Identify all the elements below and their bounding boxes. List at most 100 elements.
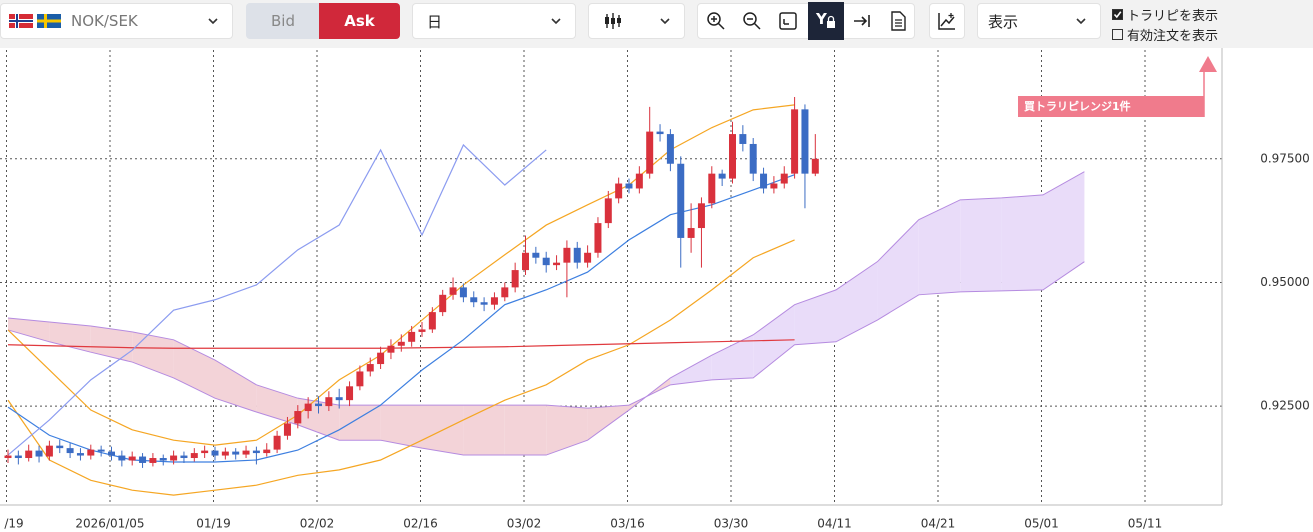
candle-body <box>739 134 747 144</box>
candle-body <box>149 458 157 463</box>
candle-body <box>697 203 705 229</box>
candle-body <box>190 453 198 459</box>
candle-body <box>542 257 550 266</box>
ask-button[interactable]: Ask <box>319 3 400 39</box>
indicator-button[interactable] <box>929 3 965 39</box>
cloud-segment <box>380 405 422 449</box>
cloud-segment <box>794 289 836 345</box>
candle-body <box>159 458 167 461</box>
x-tick-label: /19 <box>4 517 23 531</box>
candle-body <box>408 331 416 342</box>
candle-body <box>87 449 95 456</box>
candle-body <box>4 455 12 459</box>
x-tick-label: 03/02 <box>507 517 542 531</box>
cloud-segment <box>339 405 381 441</box>
checkbox-label: 有効注文を表示 <box>1127 29 1219 44</box>
candle-body <box>594 223 602 253</box>
candle-body <box>470 297 478 303</box>
indicator-line <box>7 143 547 456</box>
candle-body <box>263 449 271 454</box>
plot-area <box>0 50 1222 505</box>
candle-body <box>366 364 374 372</box>
chevron <box>660 18 670 25</box>
period-select[interactable]: 日 <box>412 3 576 39</box>
candle-body <box>801 109 809 174</box>
annotation-text: 買トラリピレンジ1件 <box>1024 99 1131 113</box>
x-tick-label: 05/11 <box>1128 517 1163 531</box>
candle-body <box>677 163 685 238</box>
x-tick-label: 01/19 <box>196 517 231 531</box>
candle-body <box>449 287 457 295</box>
zoom-out[interactable] <box>734 3 770 39</box>
cloud-segment <box>877 219 919 321</box>
chevron <box>208 18 218 25</box>
cloud-segment <box>711 334 754 380</box>
document[interactable] <box>880 3 916 39</box>
candle-body <box>625 183 633 189</box>
cloud-segment <box>215 360 257 413</box>
checkbox[interactable]: トラリピを表示 <box>1112 5 1218 24</box>
candle-body <box>780 173 788 184</box>
checkbox-box <box>1112 9 1123 20</box>
candle-body <box>615 183 623 199</box>
display-text: 表示 <box>988 12 1019 31</box>
bid-button[interactable]: Bid <box>246 3 320 39</box>
chevron <box>551 18 561 25</box>
candle-body <box>128 456 136 461</box>
candle-body <box>522 252 529 271</box>
candle-body <box>553 262 561 266</box>
cloud-segment <box>132 331 174 378</box>
candle-body <box>573 247 581 263</box>
cloud-segment <box>753 304 795 378</box>
candle-body <box>232 451 240 455</box>
candle-body <box>211 450 219 456</box>
checkbox[interactable]: 有効注文を表示 <box>1112 25 1218 44</box>
candle-body <box>242 450 250 455</box>
candle-body <box>139 456 147 463</box>
candle-body <box>532 252 540 258</box>
candle-body <box>666 134 674 164</box>
candle-body <box>283 423 291 436</box>
fit[interactable] <box>770 3 806 39</box>
cloud-segment <box>587 405 629 441</box>
cloud-segment <box>1043 171 1085 290</box>
period-text: 日 <box>427 12 443 31</box>
candle-body <box>708 173 716 204</box>
display-select[interactable]: 表示 <box>977 3 1101 39</box>
candle-body <box>304 403 312 412</box>
annotation-arrow <box>1199 56 1217 72</box>
y-lock[interactable]: Y <box>808 2 844 40</box>
symbol-select[interactable]: NOK/SEK <box>0 3 233 39</box>
x-tick-label: 02/16 <box>403 517 438 531</box>
x-tick-label: 03/30 <box>714 517 749 531</box>
cloud-line <box>7 171 1085 456</box>
candle-body <box>170 455 178 461</box>
candle-body <box>66 448 74 454</box>
candle-body <box>346 386 354 401</box>
cloud-segment <box>670 355 712 385</box>
candle-body <box>273 435 281 450</box>
candle-body <box>490 297 498 305</box>
candle-body <box>56 445 64 449</box>
scroll-latest[interactable] <box>844 3 880 39</box>
cloud-line <box>7 261 1085 409</box>
indicator-line <box>7 104 795 446</box>
candle-body <box>315 403 322 407</box>
candle-body <box>584 252 592 263</box>
candle-body <box>45 445 53 457</box>
zoom-in[interactable] <box>698 3 734 39</box>
chart-type-select[interactable] <box>588 3 685 39</box>
candle-body <box>480 302 488 305</box>
candle-icon <box>605 13 621 29</box>
candle-body <box>729 134 736 179</box>
candle-body <box>35 450 43 457</box>
y-tick-label: 0.97500 <box>1260 151 1310 165</box>
candle-body <box>294 411 302 424</box>
candle-body <box>604 198 612 224</box>
candle-body <box>25 450 33 459</box>
indicator-line <box>7 239 795 496</box>
cloud-segment <box>960 197 1002 292</box>
chevron <box>1076 18 1086 25</box>
